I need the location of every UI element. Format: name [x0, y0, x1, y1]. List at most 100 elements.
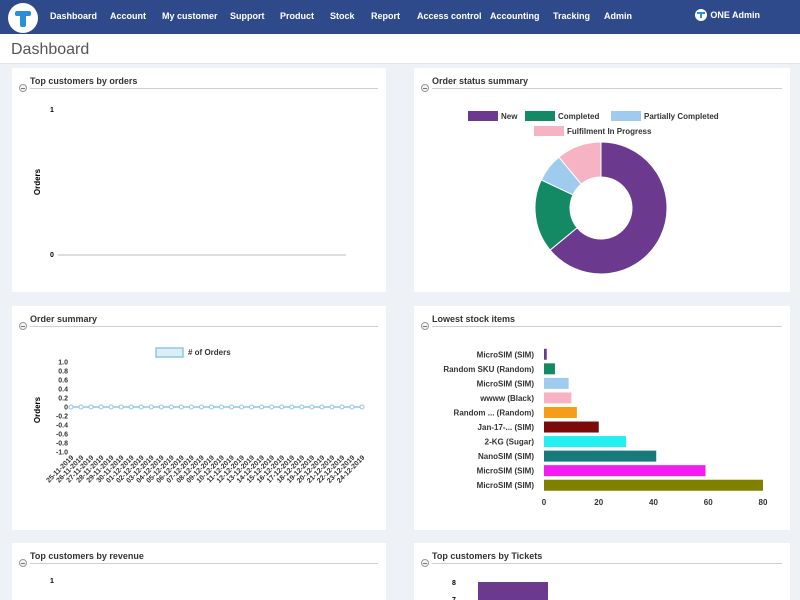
- collapse-toggle-icon[interactable]: [421, 559, 429, 567]
- collapse-toggle-icon[interactable]: [19, 84, 27, 92]
- stock-bar[interactable]: [544, 392, 572, 404]
- x-ticks: 25-11-201926-11-201927-11-201928-11-2019…: [45, 454, 366, 484]
- donut-slice-new[interactable]: [549, 141, 668, 275]
- nav-report[interactable]: Report: [371, 11, 400, 21]
- nav-access-control[interactable]: Access control: [417, 11, 482, 21]
- panel-order-summary: Order summary # of Orders Orders 1.0 0.8 0…: [12, 306, 386, 530]
- page-header: Dashboard: [0, 34, 800, 64]
- y-tick-label: 1.0: [58, 360, 68, 367]
- data-point[interactable]: [259, 404, 265, 410]
- stock-bar[interactable]: [544, 406, 577, 418]
- data-point[interactable]: [148, 404, 154, 410]
- collapse-toggle-icon[interactable]: [421, 84, 429, 92]
- legend-swatch-new[interactable]: [468, 111, 498, 121]
- collapse-toggle-icon[interactable]: [421, 322, 429, 330]
- y-tick-label: -0.8: [56, 441, 68, 448]
- data-point[interactable]: [309, 404, 315, 410]
- data-point[interactable]: [269, 404, 275, 410]
- x-tick-label: 0: [542, 498, 547, 507]
- data-point[interactable]: [128, 404, 134, 410]
- app-logo-icon[interactable]: [8, 3, 38, 33]
- data-point[interactable]: [108, 404, 114, 410]
- nav-account[interactable]: Account: [110, 11, 146, 21]
- data-point[interactable]: [138, 404, 144, 410]
- data-point[interactable]: [158, 404, 164, 410]
- category-label: Jan-17-... (SIM): [478, 423, 535, 432]
- x-tick-label: 20: [594, 498, 603, 507]
- bar[interactable]: [478, 582, 548, 600]
- legend-label-partially-completed[interactable]: Partially Completed: [644, 112, 719, 121]
- legend-swatch-orders[interactable]: [155, 347, 184, 358]
- collapse-toggle-icon[interactable]: [19, 322, 27, 330]
- data-point[interactable]: [289, 404, 295, 410]
- panel-title: Top customers by revenue: [30, 551, 144, 561]
- nav-admin[interactable]: Admin: [604, 11, 632, 21]
- data-point[interactable]: [359, 404, 365, 410]
- y-tick-label: 0: [64, 405, 68, 412]
- data-point[interactable]: [249, 404, 255, 410]
- legend-label-fulfilment-in-progress[interactable]: Fulfilment In Progress: [567, 127, 652, 136]
- stock-bar[interactable]: [544, 465, 706, 477]
- panel-order-status-summary: Order status summary New Completed Parti…: [414, 68, 790, 292]
- nav-tracking[interactable]: Tracking: [553, 11, 591, 21]
- data-point[interactable]: [78, 404, 84, 410]
- chart-top-orders: 1 0 Orders: [33, 107, 346, 259]
- data-point[interactable]: [98, 404, 104, 410]
- user-logo-icon: [695, 8, 708, 21]
- y-ticks: 1.0 0.8 0.6 0.4 0.2 0 -0.2 -0.4 -0.6 -0.8 -1.0: [56, 360, 68, 457]
- data-point[interactable]: [349, 404, 355, 410]
- stock-bar[interactable]: [544, 377, 569, 389]
- legend-label-orders[interactable]: # of Orders: [188, 348, 231, 357]
- data-point[interactable]: [68, 404, 74, 410]
- y-tick-label: 0.8: [58, 369, 68, 376]
- data-point[interactable]: [118, 404, 124, 410]
- legend-swatch-fulfilment-in-progress[interactable]: [534, 126, 564, 136]
- category-label: MicroSIM (SIM): [477, 481, 535, 490]
- stock-bar[interactable]: [544, 436, 627, 448]
- data-point[interactable]: [188, 404, 194, 410]
- bars: MicroSIM (SIM) Random SKU (Random) MicroSI…: [443, 348, 763, 491]
- data-point[interactable]: [229, 404, 235, 410]
- legend-swatch-completed[interactable]: [525, 111, 555, 121]
- data-point[interactable]: [208, 404, 214, 410]
- data-point[interactable]: [88, 404, 94, 410]
- legend-swatch-partially-completed[interactable]: [611, 111, 641, 121]
- nav-support[interactable]: Support: [230, 11, 265, 21]
- stock-bar[interactable]: [544, 450, 657, 462]
- nav-dashboard[interactable]: Dashboard: [50, 11, 98, 21]
- chart-lowest-stock: MicroSIM (SIM) Random SKU (Random) MicroSI…: [443, 348, 768, 507]
- y-tick-label: 1: [50, 107, 54, 114]
- stock-bar[interactable]: [544, 363, 555, 375]
- nav-stock[interactable]: Stock: [330, 11, 355, 21]
- data-point[interactable]: [319, 404, 325, 410]
- stock-bar[interactable]: [544, 421, 599, 433]
- y-tick-label: 7: [452, 597, 456, 600]
- data-point[interactable]: [279, 404, 285, 410]
- chart-top-tickets: 8 7: [452, 580, 548, 600]
- y-tick-label: 0.4: [58, 387, 68, 394]
- category-label: Random SKU (Random): [443, 365, 534, 374]
- nav-accounting[interactable]: Accounting: [490, 11, 540, 21]
- stock-bar[interactable]: [544, 479, 763, 491]
- nav-product[interactable]: Product: [280, 11, 315, 21]
- data-point[interactable]: [219, 404, 225, 410]
- data-point[interactable]: [239, 404, 245, 410]
- legend-label-new[interactable]: New: [501, 112, 518, 121]
- stock-bar[interactable]: [544, 348, 547, 360]
- data-point[interactable]: [339, 404, 345, 410]
- panel-top-customers-by-revenue: Top customers by revenue 1: [12, 543, 386, 600]
- category-label: wwww (Black): [479, 394, 534, 403]
- data-point[interactable]: [168, 404, 174, 410]
- panel-lowest-stock-items: Lowest stock items MicroSIM (SIM) Random …: [414, 306, 790, 530]
- data-point[interactable]: [198, 404, 204, 410]
- x-tick-label: 40: [649, 498, 658, 507]
- chart-top-revenue: 1: [50, 578, 54, 585]
- data-point[interactable]: [299, 404, 305, 410]
- nav-my-customer[interactable]: My customer: [162, 11, 218, 21]
- data-point[interactable]: [329, 404, 335, 410]
- collapse-toggle-icon[interactable]: [19, 559, 27, 567]
- user-menu[interactable]: ONE Admin: [695, 8, 760, 21]
- donut-slice-fulfilment-in-progress[interactable]: [558, 141, 602, 185]
- data-point[interactable]: [178, 404, 184, 410]
- legend-label-completed[interactable]: Completed: [558, 112, 599, 121]
